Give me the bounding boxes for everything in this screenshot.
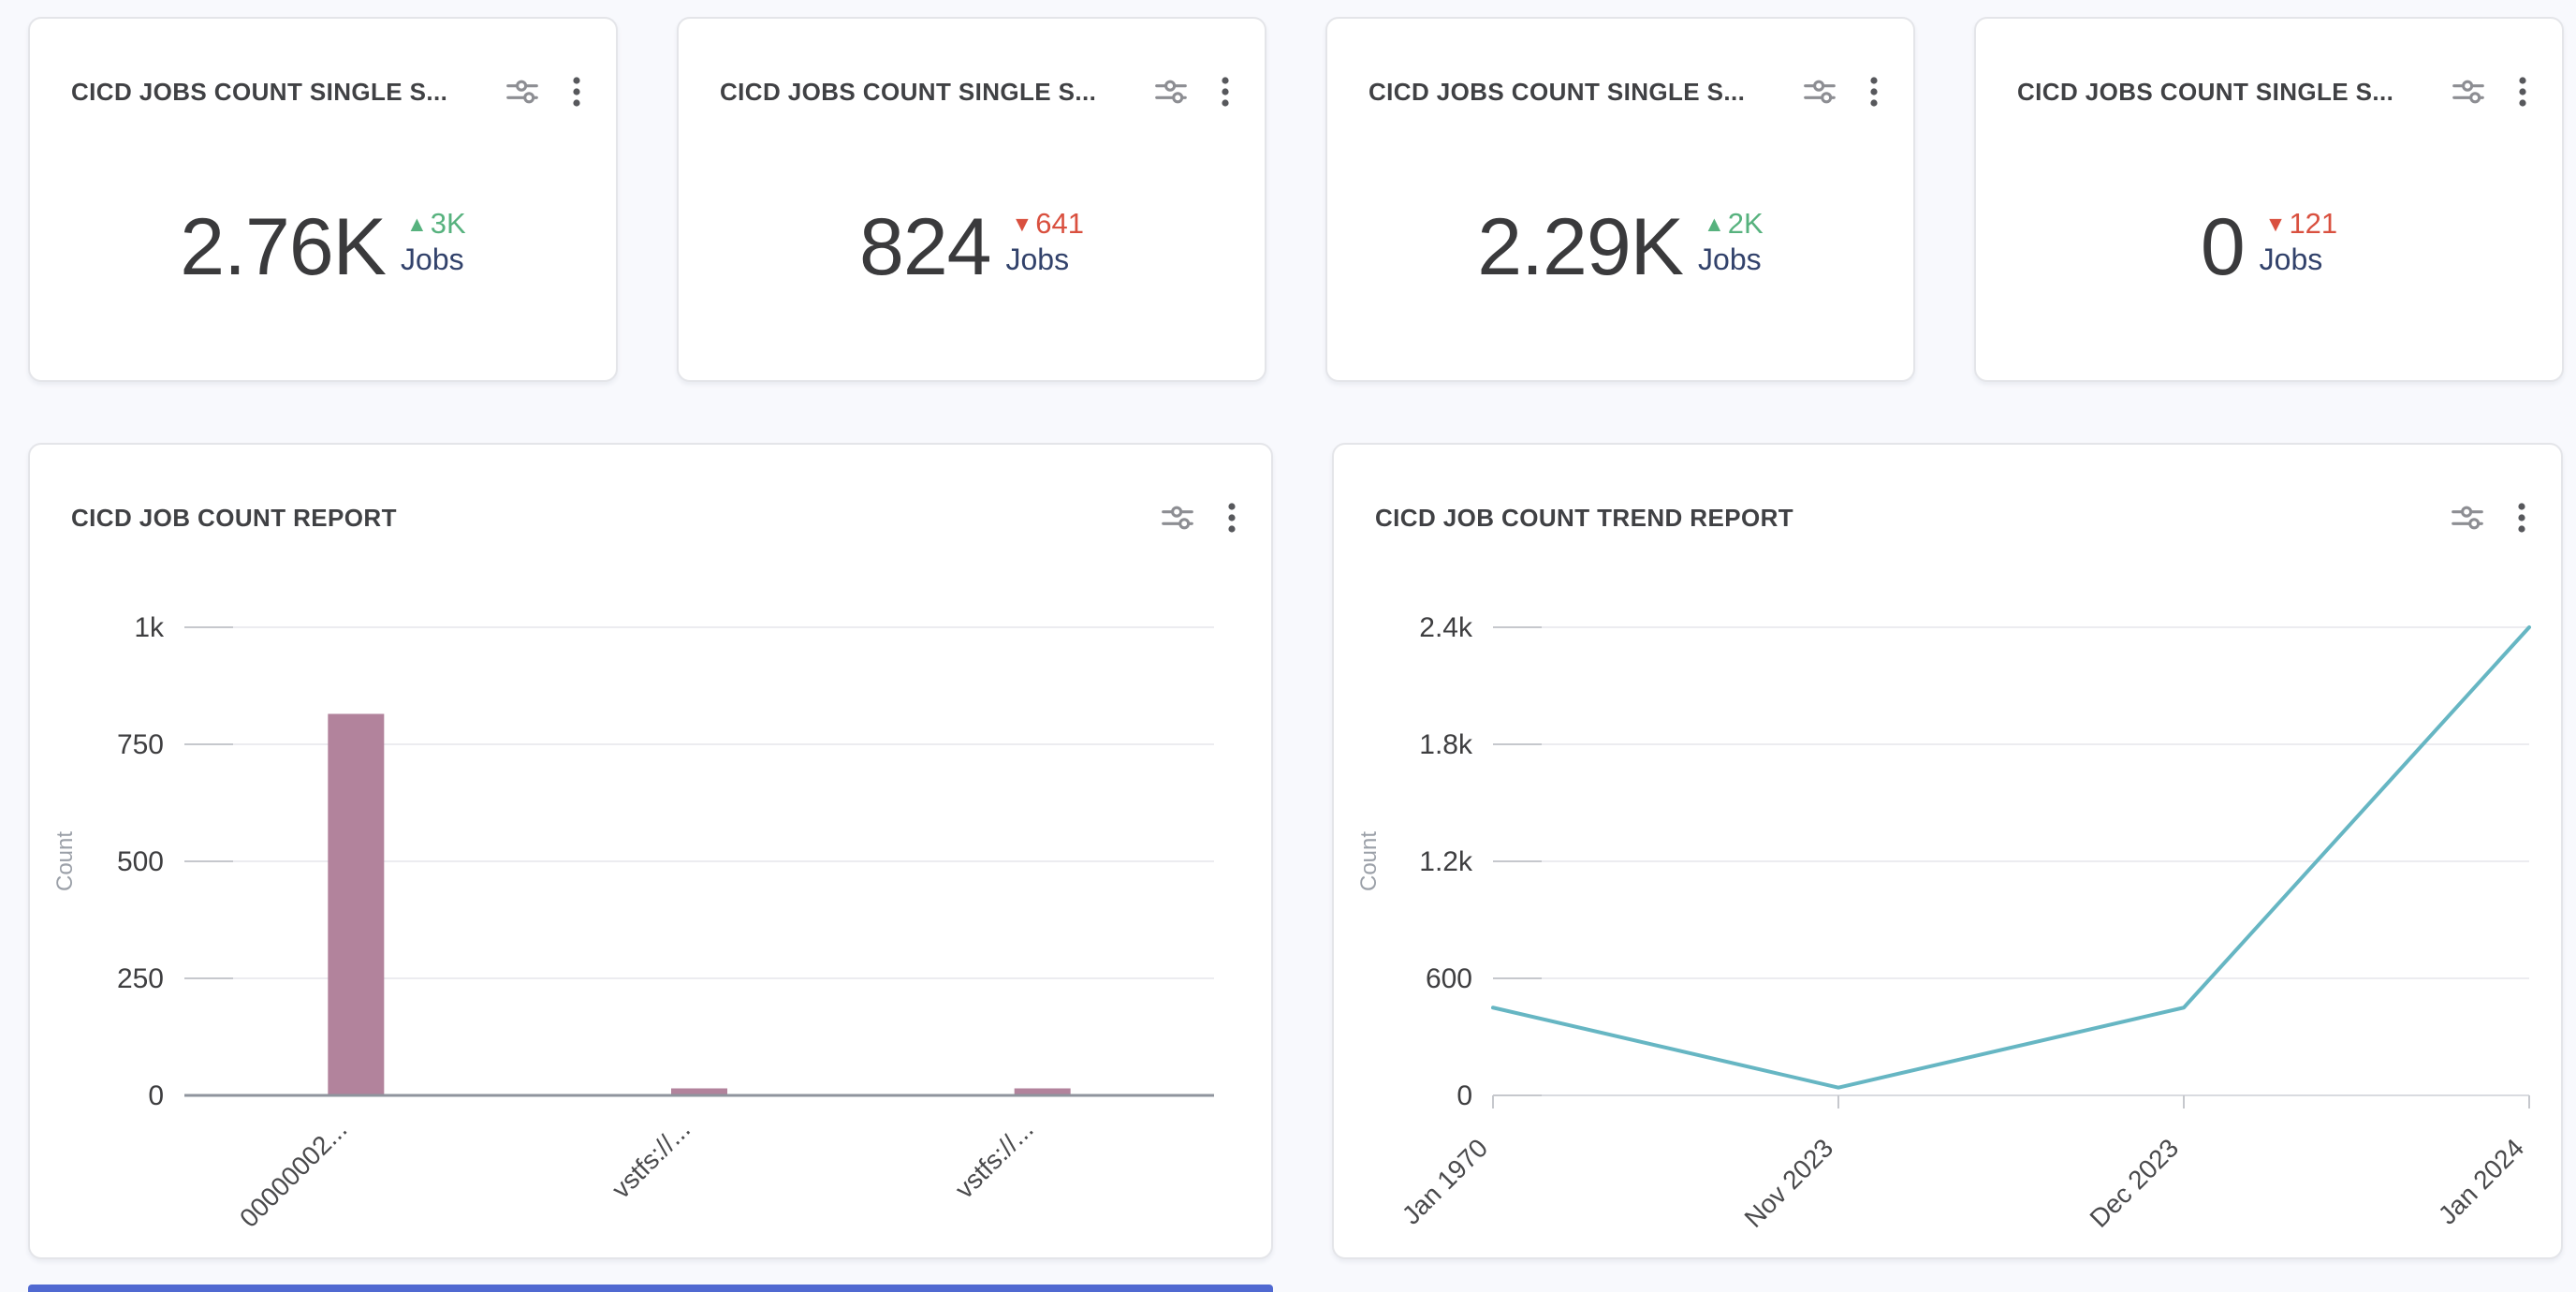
stat-unit: Jobs [1005,242,1070,276]
stat-value: 2.76K [180,202,387,292]
stat-value-row: 824 ▼ 641 Jobs [679,206,1265,288]
card-actions [1154,73,1231,110]
stat-unit: Jobs [401,242,464,276]
panel-header: CICD JOB COUNT TREND REPORT [1334,445,2561,536]
card-actions [2452,73,2528,110]
stat-card: CICD JOBS COUNT SINGLE S... 2.76K ▲ 3K J… [28,17,618,382]
trend-arrow-icon: ▲ [1704,212,1725,236]
trend-arrow-icon: ▼ [2264,212,2287,236]
trend-arrow-icon: ▲ [406,212,428,236]
svg-text:vstfs://...: vstfs://... [949,1114,1039,1204]
filter-sliders-icon[interactable] [2452,75,2485,109]
stat-delta: ▲ 2K [1704,208,1764,240]
panel-title: CICD JOB COUNT REPORT [71,503,397,532]
stat-value-row: 0 ▼ 121 Jobs [1976,206,2562,288]
stat-card: CICD JOBS COUNT SINGLE S... 2.29K ▲ 2K J… [1325,17,1915,382]
kebab-menu-icon[interactable] [1868,73,1880,110]
card-title: CICD JOBS COUNT SINGLE S... [71,77,448,106]
card-title: CICD JOBS COUNT SINGLE S... [2017,77,2394,106]
delta-value: 121 [2289,207,2338,240]
delta-value: 2K [1727,207,1764,240]
filter-sliders-icon[interactable] [505,75,539,109]
bar-chart: 0 250 500 750 1k 00000002... vstfs://... vstfs:… [52,612,1214,1233]
kebab-menu-icon[interactable] [1226,499,1237,536]
svg-text:00000002...: 00000002... [234,1114,353,1233]
svg-text:250: 250 [117,963,164,994]
svg-text:Count: Count [1356,831,1382,891]
card-title: CICD JOBS COUNT SINGLE S... [720,77,1097,106]
line-chart: 0 600 1.2k 1.8k 2.4k Jan 1970 Nov 2023 Dec 2023… [1356,612,2531,1233]
svg-text:0: 0 [1456,1080,1472,1111]
stat-unit: Jobs [2259,242,2323,276]
svg-text:600: 600 [1426,963,1472,994]
svg-text:Nov 2023: Nov 2023 [1739,1133,1839,1233]
delta-value: 641 [1035,207,1084,240]
svg-text:Jan 1970: Jan 1970 [1397,1133,1493,1229]
panel-title: CICD JOB COUNT TREND REPORT [1375,503,1794,532]
svg-text:1k: 1k [134,612,165,643]
svg-text:2.4k: 2.4k [1419,612,1473,643]
svg-text:Jan 2024: Jan 2024 [2433,1133,2529,1229]
filter-sliders-icon[interactable] [1803,75,1837,109]
stat-value: 0 [2200,202,2246,292]
stat-side: ▼ 121 Jobs [2260,206,2338,279]
card-header: CICD JOBS COUNT SINGLE S... [30,19,616,110]
kebab-menu-icon[interactable] [2516,499,2527,536]
next-row-panel-edge [28,1285,1273,1292]
svg-text:750: 750 [117,729,164,760]
line-chart-panel: CICD JOB COUNT TREND REPORT 0 600 1.2k 1.8k… [1332,443,2563,1259]
filter-sliders-icon[interactable] [1161,501,1194,535]
bar-chart-panel: CICD JOB COUNT REPORT 0 250 500 750 1k 000000… [28,443,1273,1259]
stat-value: 824 [859,202,991,292]
stat-value-row: 2.76K ▲ 3K Jobs [30,206,616,288]
stat-value-row: 2.29K ▲ 2K Jobs [1327,206,1913,288]
filter-sliders-icon[interactable] [1154,75,1188,109]
card-header: CICD JOBS COUNT SINGLE S... [679,19,1265,110]
stat-delta: ▼ 121 [2265,208,2338,240]
svg-text:Count: Count [52,831,78,891]
stat-delta: ▼ 641 [1012,208,1085,240]
svg-text:0: 0 [148,1080,164,1111]
svg-text:1.8k: 1.8k [1419,729,1473,760]
stat-card: CICD JOBS COUNT SINGLE S... 824 ▼ 641 Jo… [677,17,1266,382]
stat-side: ▼ 641 Jobs [1006,206,1085,279]
svg-text:vstfs://...: vstfs://... [607,1114,696,1204]
svg-text:500: 500 [117,846,164,877]
panel-actions [2451,499,2527,536]
card-header: CICD JOBS COUNT SINGLE S... [1327,19,1913,110]
stat-delta: ▲ 3K [406,208,466,240]
card-header: CICD JOBS COUNT SINGLE S... [1976,19,2562,110]
kebab-menu-icon[interactable] [2517,73,2528,110]
panel-actions [1161,499,1237,536]
stat-unit: Jobs [1698,242,1762,276]
card-actions [505,73,582,110]
stat-card: CICD JOBS COUNT SINGLE S... 0 ▼ 121 Jobs [1974,17,2564,382]
stat-value: 2.29K [1477,202,1684,292]
svg-text:1.2k: 1.2k [1419,846,1473,877]
svg-text:Dec 2023: Dec 2023 [2085,1133,2185,1233]
panel-header: CICD JOB COUNT REPORT [30,445,1271,536]
filter-sliders-icon[interactable] [2451,501,2484,535]
stat-side: ▲ 2K Jobs [1698,206,1764,279]
kebab-menu-icon[interactable] [571,73,582,110]
kebab-menu-icon[interactable] [1220,73,1231,110]
card-actions [1803,73,1880,110]
card-title: CICD JOBS COUNT SINGLE S... [1368,77,1746,106]
delta-value: 3K [430,207,466,240]
trend-arrow-icon: ▼ [1011,212,1033,236]
stat-side: ▲ 3K Jobs [401,206,466,279]
